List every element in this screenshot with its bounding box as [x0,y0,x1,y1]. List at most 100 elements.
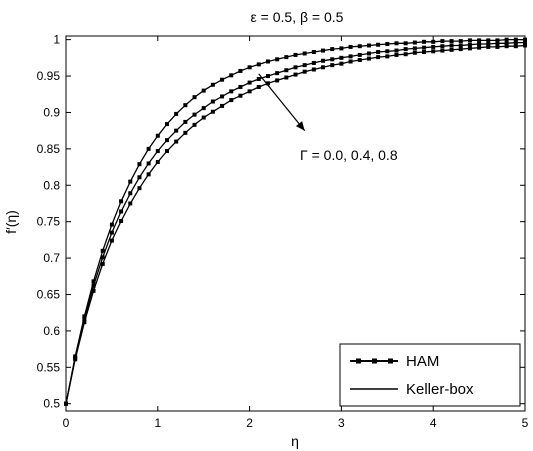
x-axis-ticks: 0 1 2 3 4 5 [63,36,529,430]
y-tick-label: 0.75 [37,215,61,229]
data-point-marker [495,44,500,49]
data-point-marker [504,41,509,46]
data-point-marker [504,44,509,49]
data-point-marker [357,58,362,63]
data-point-marker [422,50,427,55]
data-point-marker [119,199,124,204]
data-point-marker [109,230,114,235]
data-point-marker [394,41,399,46]
annotation-arrow [258,73,306,132]
data-point-marker [339,61,344,66]
data-point-marker [256,62,261,67]
data-point-marker [412,40,417,45]
data-point-marker [339,55,344,60]
data-point-marker [458,47,463,52]
y-tick-label: 0.8 [43,178,60,192]
y-tick-label: 0.95 [37,69,61,83]
x-axis-label: η [291,433,299,449]
data-point-marker [385,49,390,54]
series-layer [64,37,527,406]
x-tick-label: 1 [154,416,161,430]
data-point-marker [495,38,500,43]
y-tick-label: 0.65 [37,287,61,301]
data-point-marker [100,255,105,260]
data-point-marker [311,67,316,72]
data-point-marker [458,39,463,44]
data-point-marker [376,55,381,60]
data-point-marker [256,84,261,89]
data-point-marker [513,37,518,42]
data-point-marker [302,69,307,74]
data-point-marker [376,50,381,55]
data-point-marker [229,89,234,94]
data-point-marker [238,84,243,89]
y-tick-label: 0.85 [37,142,61,156]
data-point-marker [155,149,160,154]
data-point-marker [247,65,252,70]
data-point-marker [385,54,390,59]
data-point-marker [302,63,307,68]
data-point-marker [422,45,427,50]
data-point-marker [284,68,289,73]
annotation-text: Γ = 0.0, 0.4, 0.8 [300,147,398,163]
data-point-marker [82,314,87,319]
data-point-marker [183,130,188,135]
legend-box [339,343,521,407]
chart-title: ε = 0.5, β = 0.5 [251,9,344,25]
data-point-marker [220,94,225,99]
data-point-marker [238,93,243,98]
legend-ham-marker [372,358,377,364]
data-point-marker [210,82,215,87]
data-point-marker [348,54,353,59]
data-point-marker [119,218,124,223]
x-tick-label: 5 [522,416,529,430]
data-point-marker [275,57,280,62]
data-point-marker [220,103,225,108]
data-point-marker [174,139,179,144]
y-tick-label: 0.7 [43,251,60,265]
data-point-marker [422,39,427,44]
data-point-marker [201,115,206,120]
data-point-marker [311,50,316,55]
data-point-marker [247,80,252,85]
y-tick-label: 0.6 [43,324,60,338]
data-point-marker [220,77,225,82]
legend-ham-marker [356,358,361,364]
data-point-marker [321,65,326,70]
data-point-marker [82,317,87,322]
data-point-marker [366,56,371,61]
data-point-marker [486,38,491,43]
data-point-marker [477,45,482,50]
data-point-marker [210,109,215,114]
data-point-marker [440,39,445,44]
data-point-marker [91,283,96,288]
data-point-marker [385,42,390,47]
data-point-marker [477,42,482,47]
data-point-marker [449,47,454,52]
data-point-marker [366,43,371,48]
data-point-marker [467,42,472,47]
data-point-marker [284,55,289,60]
data-point-marker [137,186,142,191]
data-point-marker [146,146,151,151]
data-point-marker [440,44,445,49]
data-point-marker [183,119,188,124]
data-point-marker [431,39,436,44]
data-point-marker [293,52,298,57]
data-point-marker [513,40,518,45]
data-point-marker [302,51,307,56]
data-point-marker [192,95,197,100]
legend-ham-marker [388,358,393,364]
data-point-marker [458,43,463,48]
y-tick-label: 1 [53,33,60,47]
data-point-marker [164,138,169,143]
data-point-marker [357,52,362,57]
y-tick-label: 0.9 [43,105,60,119]
data-point-marker [330,47,335,52]
data-point-marker [229,73,234,78]
plot-frame [65,35,526,412]
data-point-marker [449,39,454,44]
data-point-marker [146,161,151,166]
legend: HAM Keller-box [339,343,521,407]
data-point-marker [247,89,252,94]
